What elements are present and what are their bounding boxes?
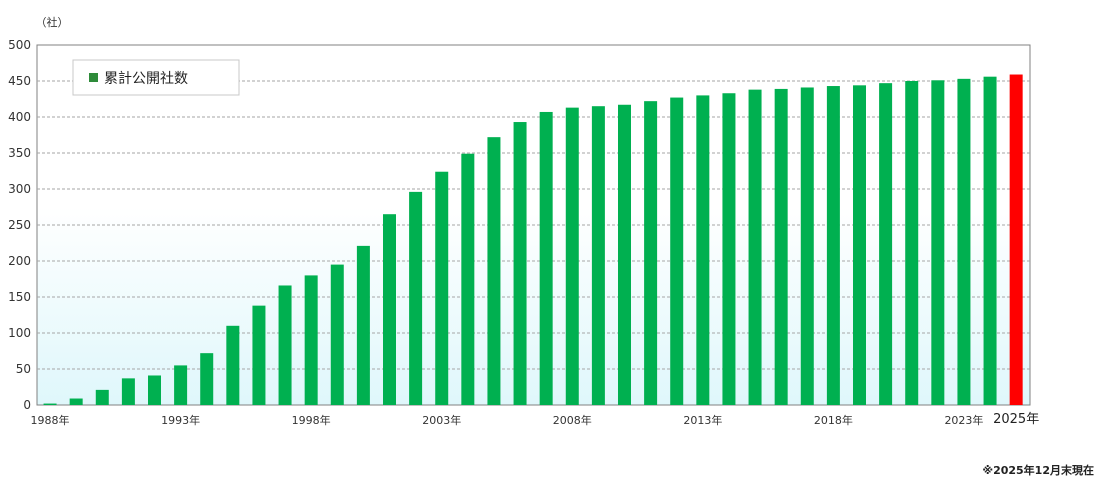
bar-2024 <box>983 76 997 406</box>
bar-2010 <box>617 104 631 405</box>
bar-1993 <box>174 365 188 405</box>
bar-2023 <box>957 78 971 405</box>
bar-2006 <box>513 122 527 405</box>
bar-2008 <box>565 107 579 405</box>
bar-2005 <box>487 137 501 405</box>
bar-1991 <box>121 378 135 405</box>
bar-2016 <box>774 88 788 406</box>
bar-2011 <box>644 101 658 405</box>
y-axis-unit-label: （社） <box>36 15 69 29</box>
bar-2002 <box>409 191 423 405</box>
bar-2020 <box>879 83 893 405</box>
bar-2025 <box>1009 74 1023 406</box>
y-tick-label: 350 <box>8 146 31 160</box>
x-tick-label: 1998年 <box>292 413 331 427</box>
bars <box>43 74 1023 406</box>
legend-box <box>72 59 240 96</box>
legend-label: 累計公開社数 <box>104 71 188 87</box>
bar-2007 <box>539 111 553 406</box>
bar-1999 <box>330 264 344 405</box>
bar-1994 <box>200 353 214 405</box>
bar-1989 <box>69 398 83 405</box>
x-tick-label: 2008年 <box>553 413 592 427</box>
legend-swatch <box>89 73 98 82</box>
bar-1988 <box>43 403 57 405</box>
x-tick-label: 2013年 <box>683 413 722 427</box>
y-tick-label: 450 <box>8 74 31 88</box>
y-tick-label: 150 <box>8 290 31 304</box>
bar-2012 <box>670 97 684 405</box>
x-tick-label: 1988年 <box>31 413 70 427</box>
x-tick-label: 1993年 <box>161 413 200 427</box>
bar-2000 <box>356 245 370 405</box>
bar-1992 <box>147 375 161 405</box>
bar-2001 <box>382 214 396 405</box>
bar-2015 <box>748 89 762 405</box>
y-tick-label: 300 <box>8 182 31 196</box>
bar-1995 <box>226 325 240 405</box>
bar-2018 <box>826 86 840 405</box>
bar-2009 <box>591 106 605 405</box>
bar-2019 <box>852 85 866 405</box>
y-tick-label: 400 <box>8 110 31 124</box>
bar-2003 <box>435 171 449 405</box>
bar-1998 <box>304 275 318 405</box>
bar-1990 <box>95 389 109 405</box>
bar-1997 <box>278 285 292 405</box>
x-tick-label: 2018年 <box>814 413 853 427</box>
legend: 累計公開社数 <box>72 59 240 96</box>
x-tick-label: 2023年 <box>944 413 983 427</box>
x-tick-label: 2003年 <box>422 413 461 427</box>
bar-2021 <box>905 81 919 405</box>
bar-2017 <box>800 87 814 405</box>
y-tick-label: 250 <box>8 218 31 232</box>
y-tick-label: 100 <box>8 326 31 340</box>
bar-2013 <box>696 95 710 406</box>
x-tick-label: 2025年 <box>993 412 1039 427</box>
bar-2014 <box>722 93 736 406</box>
y-tick-label: 0 <box>23 398 31 412</box>
x-axis-ticks: 1988年 1993年 1998年 2003年 2008年 2013年 2018年 2023年… <box>31 412 1040 427</box>
y-tick-label: 50 <box>16 362 31 376</box>
footnote: ※2025年12月末現在 <box>982 463 1094 477</box>
bar-2022 <box>931 80 945 405</box>
y-axis-ticks: 0 50 100 150 200 250 300 350 400 450 500 <box>8 38 31 412</box>
bar-2004 <box>461 153 475 405</box>
y-tick-label: 500 <box>8 38 31 52</box>
bar-1996 <box>252 305 266 405</box>
y-tick-label: 200 <box>8 254 31 268</box>
